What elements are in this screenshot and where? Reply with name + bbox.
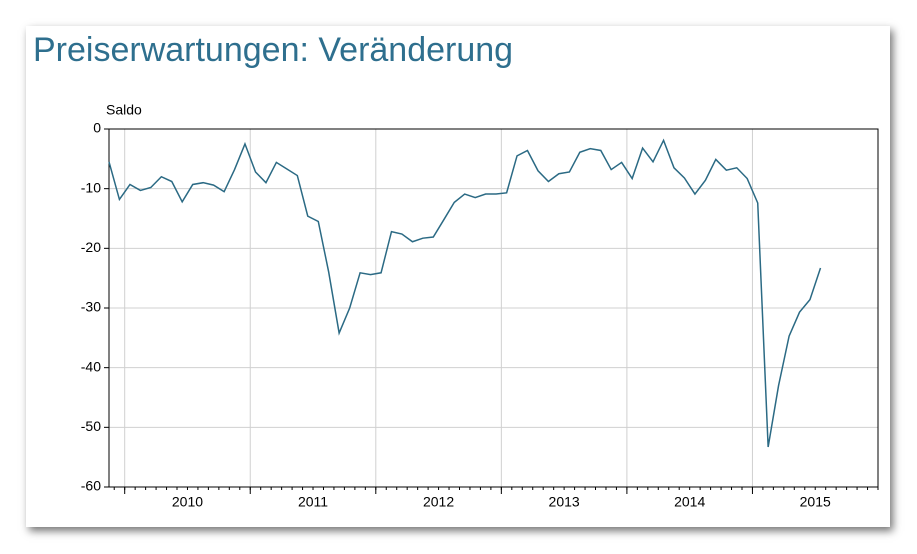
card bbox=[26, 26, 890, 527]
x-tick-label: 2010 bbox=[172, 494, 203, 510]
x-tick-label: 2015 bbox=[800, 494, 831, 510]
y-tick-label: -10 bbox=[81, 179, 101, 195]
y-tick-label: -30 bbox=[81, 299, 101, 315]
y-axis-label: Saldo bbox=[106, 102, 142, 118]
y-tick-label: -50 bbox=[81, 418, 101, 434]
y-tick-label: -40 bbox=[81, 358, 101, 374]
x-tick-label: 2013 bbox=[549, 494, 580, 510]
y-tick-label: -20 bbox=[81, 239, 101, 255]
x-tick-label: 2012 bbox=[423, 494, 454, 510]
y-tick-label: 0 bbox=[93, 120, 101, 136]
x-tick-label: 2014 bbox=[674, 494, 705, 510]
chart-title: Preiserwartungen: Veränderung bbox=[33, 31, 513, 69]
plot-frame bbox=[108, 128, 879, 488]
y-tick-label: -60 bbox=[81, 478, 101, 494]
line bbox=[108, 138, 822, 448]
x-tick-label: 2011 bbox=[298, 494, 328, 510]
